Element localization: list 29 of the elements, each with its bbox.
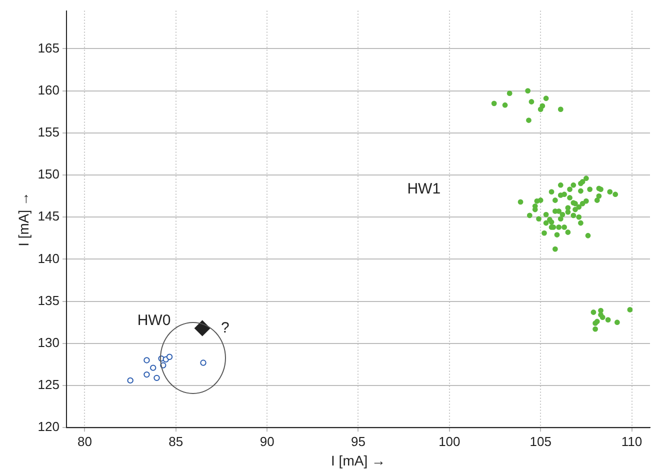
x-axis-title: I [mA] →: [331, 452, 386, 468]
x-tick-label: 90: [260, 434, 274, 449]
y-tick-label: 165: [38, 40, 60, 56]
point: [150, 364, 156, 371]
annotation: ?: [220, 319, 230, 336]
y-tick-label: 135: [38, 292, 60, 308]
y-tick-label: 155: [38, 124, 60, 140]
x-tick-label: 85: [168, 434, 184, 449]
y-tick-label: 160: [38, 82, 60, 98]
annotation: HW1: [407, 180, 441, 198]
x-tick-label: 100: [438, 434, 460, 449]
x-tick-label: 80: [77, 434, 92, 449]
point: [127, 377, 134, 384]
point: [144, 357, 150, 364]
point: [154, 374, 160, 382]
point: [200, 360, 206, 366]
x-tick-label: 105: [530, 434, 552, 449]
y-tick-label: 140: [38, 250, 60, 266]
point: [166, 354, 173, 360]
y-axis-title: I [mA] →: [15, 192, 32, 246]
y-tick-label: 145: [38, 208, 60, 224]
y-tick-label: 125: [38, 377, 60, 392]
point: [144, 371, 150, 378]
x-tick-label: 110: [621, 434, 642, 449]
annotation: HW0: [137, 312, 171, 329]
x-tick-label: 95: [351, 434, 366, 449]
y-tick-label: 150: [38, 166, 60, 182]
y-tick-label: 120: [38, 419, 60, 434]
y-tick-label: 130: [38, 334, 60, 350]
